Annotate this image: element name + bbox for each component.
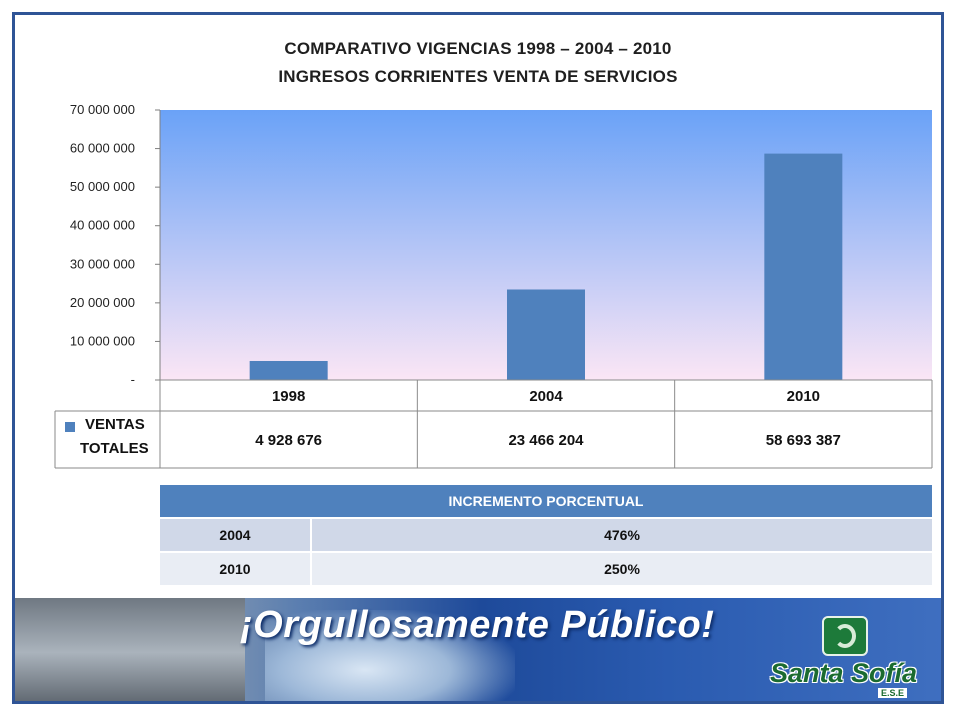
y-tick-label: 70 000 000 [70, 102, 135, 117]
logo-name: Santa Sofía [770, 658, 918, 688]
bar [764, 153, 843, 380]
data-label: 58 693 387 [766, 432, 841, 449]
increment-year: 2004 [160, 518, 312, 553]
increment-year: 2010 [160, 552, 312, 587]
x-category-label: 1998 [272, 388, 305, 405]
banner-slogan: ¡Orgullosamente Público! [240, 604, 715, 646]
y-tick-label: 20 000 000 [70, 295, 135, 310]
y-tick-label: - [131, 372, 135, 387]
chart-subtitle: INGRESOS CORRIENTES VENTA DE SERVICIOS [278, 67, 678, 86]
hospital-logo: Santa Sofía E.S.E [760, 616, 940, 701]
data-label: 4 928 676 [255, 432, 322, 449]
bar-chart: - 10 000 000 20 000 000 30 000 000 40 000 00… [54, 102, 933, 469]
logo-icon [822, 616, 868, 656]
increment-value: 250% [311, 552, 932, 587]
y-tick-label: 50 000 000 [70, 179, 135, 194]
x-category-label: 2010 [787, 388, 820, 405]
increment-table-header: INCREMENTO PORCENTUAL [160, 485, 932, 519]
y-tick-label: 30 000 000 [70, 256, 135, 271]
increment-table: INCREMENTO PORCENTUAL 2004 476% 2010 250… [160, 485, 932, 587]
health-worker-photo [265, 610, 515, 701]
laboratory-photo [15, 598, 245, 701]
y-tick-label: 10 000 000 [70, 333, 135, 348]
bar [507, 289, 585, 380]
table-row: 2010 250% [160, 552, 932, 587]
bar [249, 360, 328, 380]
legend-label: TOTALES [80, 440, 149, 457]
table-row: 2004 476% [160, 518, 932, 553]
logo-subtitle: E.S.E [878, 688, 908, 698]
legend-swatch [65, 422, 75, 432]
chart-title: COMPARATIVO VIGENCIAS 1998 – 2004 – 2010 [284, 39, 672, 58]
footer-banner: ¡Orgullosamente Público! Santa Sofía E.S… [15, 598, 941, 701]
x-category-label: 2004 [529, 388, 563, 405]
data-label: 23 466 204 [508, 432, 584, 449]
legend-label: VENTAS [85, 416, 145, 433]
slide-frame: COMPARATIVO VIGENCIAS 1998 – 2004 – 2010… [12, 12, 944, 704]
increment-value: 476% [311, 518, 932, 553]
y-tick-label: 60 000 000 [70, 141, 135, 156]
y-tick-label: 40 000 000 [70, 218, 135, 233]
